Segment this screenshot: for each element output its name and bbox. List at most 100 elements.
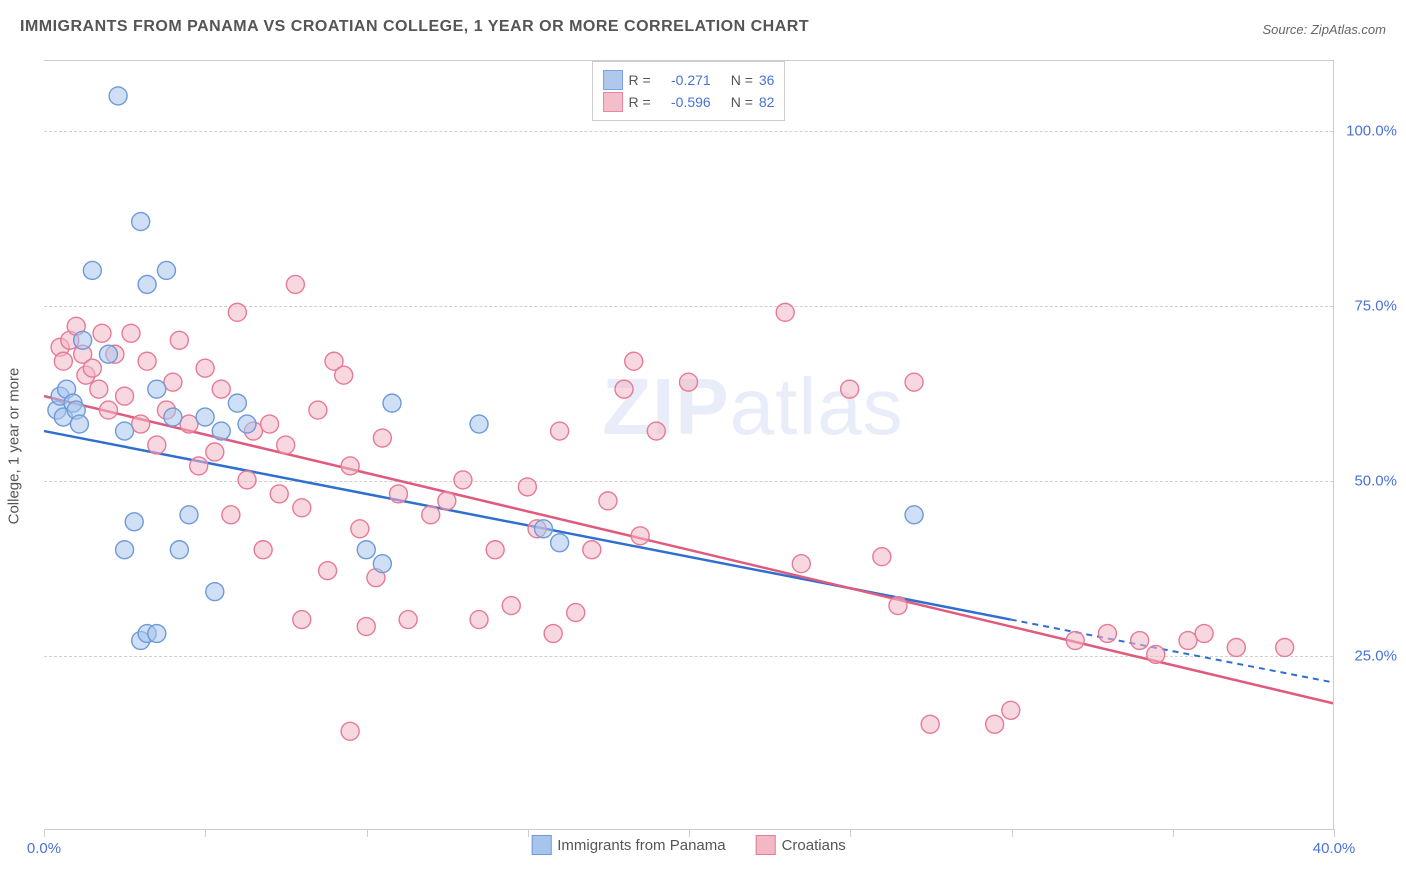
data-point: [93, 324, 111, 342]
data-point: [357, 541, 375, 559]
legend-label: Croatians: [782, 837, 846, 854]
data-point: [228, 394, 246, 412]
x-tick-label: 0.0%: [27, 840, 61, 857]
y-tick-label: 50.0%: [1341, 473, 1397, 490]
data-point: [148, 625, 166, 643]
data-point: [238, 415, 256, 433]
data-point: [148, 436, 166, 454]
correlation-legend: R =-0.271N =36R =-0.596N =82: [592, 61, 786, 121]
data-point: [270, 485, 288, 503]
data-point: [132, 415, 150, 433]
data-point: [873, 548, 891, 566]
r-label: R =: [629, 94, 651, 110]
data-point: [357, 618, 375, 636]
source-prefix: Source:: [1262, 22, 1310, 37]
data-point: [1195, 625, 1213, 643]
data-point: [293, 611, 311, 629]
data-point: [534, 520, 552, 538]
data-point: [138, 352, 156, 370]
data-point: [486, 541, 504, 559]
data-point: [921, 715, 939, 733]
data-point: [383, 394, 401, 412]
chart-title: IMMIGRANTS FROM PANAMA VS CROATIAN COLLE…: [20, 18, 809, 36]
data-point: [1131, 632, 1149, 650]
data-point: [138, 275, 156, 293]
data-point: [351, 520, 369, 538]
y-tick-label: 25.0%: [1341, 648, 1397, 665]
data-point: [286, 275, 304, 293]
data-point: [83, 359, 101, 377]
data-point: [341, 722, 359, 740]
data-point: [190, 457, 208, 475]
data-point: [206, 443, 224, 461]
legend-item: Croatians: [756, 835, 846, 855]
data-point: [319, 562, 337, 580]
n-value: 36: [759, 72, 775, 88]
data-point: [116, 541, 134, 559]
series-legend: Immigrants from Panama Croatians: [531, 835, 846, 855]
data-point: [502, 597, 520, 615]
n-label: N =: [731, 72, 753, 88]
data-point: [309, 401, 327, 419]
data-point: [1098, 625, 1116, 643]
data-point: [170, 331, 188, 349]
data-point: [196, 359, 214, 377]
data-point: [905, 506, 923, 524]
data-point: [373, 429, 391, 447]
data-point: [841, 380, 859, 398]
data-point: [551, 534, 569, 552]
trend-line: [44, 396, 1333, 703]
data-point: [1147, 645, 1165, 663]
data-point: [261, 415, 279, 433]
legend-swatch: [603, 70, 623, 90]
data-point: [54, 352, 72, 370]
data-point: [625, 352, 643, 370]
data-point: [238, 471, 256, 489]
x-tick: [850, 829, 851, 837]
data-point: [132, 213, 150, 231]
data-point: [680, 373, 698, 391]
source-attribution: Source: ZipAtlas.com: [1262, 22, 1386, 37]
data-point: [454, 471, 472, 489]
legend-label: Immigrants from Panama: [557, 837, 725, 854]
data-point: [170, 541, 188, 559]
data-point: [986, 715, 1004, 733]
data-point: [1276, 638, 1294, 656]
data-point: [544, 625, 562, 643]
data-point: [567, 604, 585, 622]
data-point: [631, 527, 649, 545]
data-point: [180, 415, 198, 433]
data-point: [116, 422, 134, 440]
data-point: [228, 303, 246, 321]
data-point: [164, 373, 182, 391]
data-point: [373, 555, 391, 573]
data-point: [254, 541, 272, 559]
data-point: [551, 422, 569, 440]
data-point: [212, 380, 230, 398]
data-point: [116, 387, 134, 405]
data-point: [70, 415, 88, 433]
n-label: N =: [731, 94, 753, 110]
data-point: [889, 597, 907, 615]
data-point: [83, 261, 101, 279]
data-point: [99, 345, 117, 363]
data-point: [277, 436, 295, 454]
data-point: [438, 492, 456, 510]
legend-row: R =-0.596N =82: [603, 92, 775, 112]
data-point: [905, 373, 923, 391]
x-tick: [44, 829, 45, 837]
n-value: 82: [759, 94, 775, 110]
data-point: [180, 506, 198, 524]
data-point: [99, 401, 117, 419]
x-tick: [205, 829, 206, 837]
data-point: [583, 541, 601, 559]
data-point: [196, 408, 214, 426]
data-point: [122, 324, 140, 342]
x-tick: [367, 829, 368, 837]
x-tick: [689, 829, 690, 837]
data-point: [222, 506, 240, 524]
data-point: [341, 457, 359, 475]
data-point: [399, 611, 417, 629]
source-name: ZipAtlas.com: [1311, 22, 1386, 37]
r-value: -0.271: [657, 72, 711, 88]
